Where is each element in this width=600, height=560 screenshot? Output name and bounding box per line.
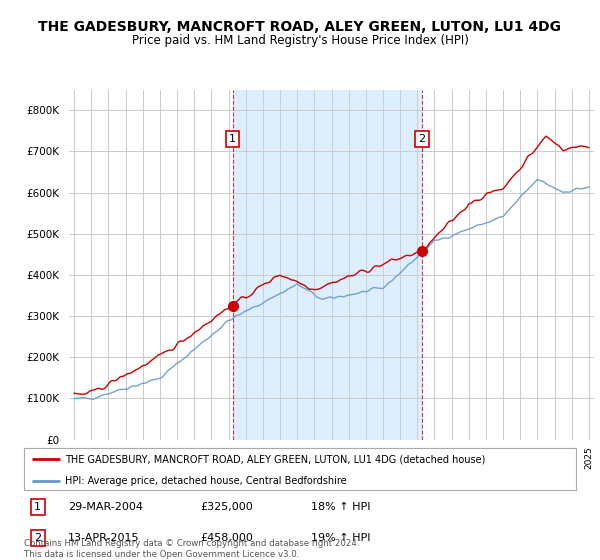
Text: Contains HM Land Registry data © Crown copyright and database right 2024.
This d: Contains HM Land Registry data © Crown c… (24, 539, 359, 559)
Text: THE GADESBURY, MANCROFT ROAD, ALEY GREEN, LUTON, LU1 4DG (detached house): THE GADESBURY, MANCROFT ROAD, ALEY GREEN… (65, 454, 486, 464)
Text: Price paid vs. HM Land Registry's House Price Index (HPI): Price paid vs. HM Land Registry's House … (131, 34, 469, 46)
Text: 1: 1 (229, 134, 236, 144)
Text: 13-APR-2015: 13-APR-2015 (68, 533, 140, 543)
Text: 29-MAR-2004: 29-MAR-2004 (68, 502, 143, 512)
Text: 19% ↑ HPI: 19% ↑ HPI (311, 533, 371, 543)
Text: £325,000: £325,000 (200, 502, 253, 512)
Text: £458,000: £458,000 (200, 533, 254, 543)
Bar (233, 90, 422, 440)
Text: 2: 2 (34, 533, 41, 543)
Text: 18% ↑ HPI: 18% ↑ HPI (311, 502, 371, 512)
Text: 2: 2 (419, 134, 425, 144)
Text: HPI: Average price, detached house, Central Bedfordshire: HPI: Average price, detached house, Cent… (65, 476, 347, 486)
Text: 1: 1 (34, 502, 41, 512)
Text: THE GADESBURY, MANCROFT ROAD, ALEY GREEN, LUTON, LU1 4DG: THE GADESBURY, MANCROFT ROAD, ALEY GREEN… (38, 20, 562, 34)
